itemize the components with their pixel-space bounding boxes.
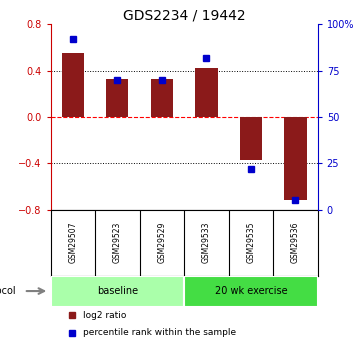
Text: GSM29529: GSM29529 [157, 222, 166, 263]
Text: GSM29535: GSM29535 [247, 222, 255, 263]
Text: GSM29533: GSM29533 [202, 222, 211, 263]
Text: 20 wk exercise: 20 wk exercise [214, 286, 287, 296]
Text: GSM29507: GSM29507 [68, 222, 77, 263]
Bar [51, 276, 184, 306]
Text: protocol: protocol [0, 286, 16, 296]
Bar [195, 68, 217, 117]
Text: percentile rank within the sample: percentile rank within the sample [83, 328, 236, 337]
Bar [184, 276, 318, 306]
Text: log2 ratio: log2 ratio [83, 311, 126, 320]
Title: GDS2234 / 19442: GDS2234 / 19442 [123, 9, 245, 23]
Bar [240, 117, 262, 160]
Bar [151, 79, 173, 117]
Text: GSM29536: GSM29536 [291, 222, 300, 263]
Bar [284, 117, 306, 200]
Text: GSM29523: GSM29523 [113, 222, 122, 263]
Text: baseline: baseline [97, 286, 138, 296]
Bar [106, 79, 129, 117]
Bar [62, 53, 84, 117]
